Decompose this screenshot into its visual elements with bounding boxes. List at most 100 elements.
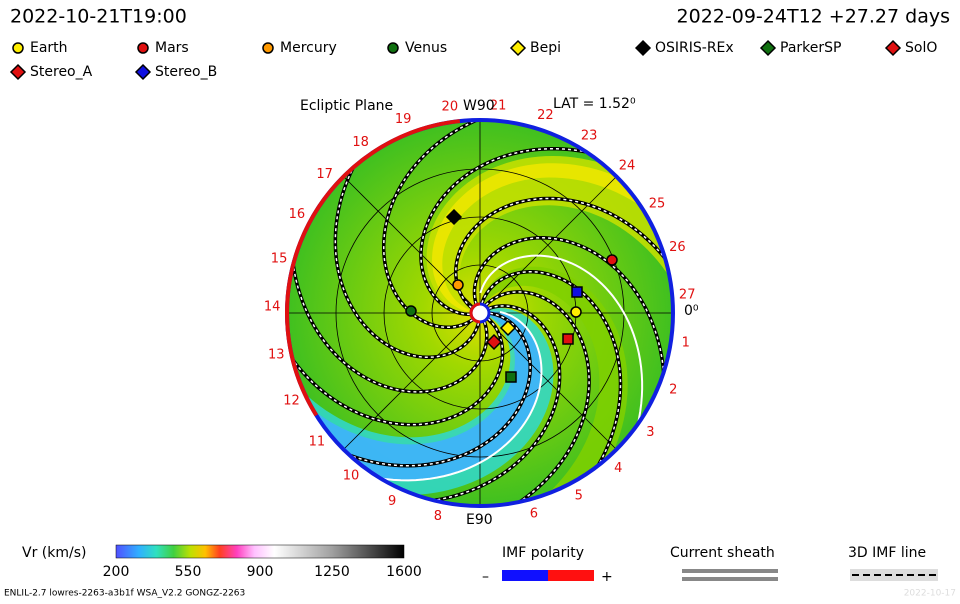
sim-time: 2022-10-21T19:00 <box>10 6 187 28</box>
imf-line-dash <box>334 121 582 358</box>
imf-line-dash <box>288 121 504 426</box>
bodies <box>405 208 618 383</box>
rim-label: 27 <box>679 287 696 302</box>
polarity-title: IMF polarity <box>502 545 584 561</box>
legend: Earth Mars Mercury Venus Bepi OSIRIS-REx Parke… <box>9 39 937 81</box>
footer-right: 2022-10-17 <box>904 589 956 599</box>
marker <box>387 42 399 54</box>
imf-title: 3D IMF line <box>848 545 926 561</box>
marker <box>405 305 417 317</box>
rim-label: 17 <box>316 167 333 182</box>
rim-label: 14 <box>264 299 281 314</box>
rim-label: 2 <box>669 382 677 397</box>
colorbar-ticks: 200 550 900 1250 1600 <box>103 564 422 580</box>
colorbar-title: Vr (km/s) <box>22 545 86 561</box>
rim-label: 15 <box>271 252 288 267</box>
rim-label: 5 <box>575 489 583 504</box>
latitude: LAT = 1.52⁰ <box>553 96 636 112</box>
marker <box>12 42 24 54</box>
rim-label: 11 <box>309 435 326 450</box>
rim-label: 19 <box>395 112 412 127</box>
marker <box>9 63 27 81</box>
rim-label: 18 <box>352 135 369 150</box>
rim-label: 20 <box>442 100 459 115</box>
w90: W90 <box>463 98 495 114</box>
current-sheath <box>288 303 543 482</box>
marker <box>137 42 149 54</box>
legend-label: Bepi <box>530 40 561 56</box>
imf-line-dash <box>420 147 672 342</box>
rim-label: 16 <box>289 207 306 222</box>
rim-label: 10 <box>343 469 360 484</box>
imf-sample-bg <box>850 569 938 581</box>
imf-line-dash <box>288 291 590 505</box>
imf-line-dash <box>363 271 622 505</box>
marker <box>262 42 274 54</box>
marker <box>505 371 517 383</box>
sheath-title: Current sheath <box>670 545 775 561</box>
marker <box>634 39 652 57</box>
marker <box>499 319 517 337</box>
rim-label: 24 <box>619 158 636 173</box>
legend-label: Stereo_B <box>155 64 217 80</box>
marker <box>509 39 527 57</box>
marker <box>485 333 503 351</box>
legend-label: ParkerSP <box>780 40 841 56</box>
polarity-neg <box>502 570 548 581</box>
rim-red <box>285 119 461 417</box>
rim-label: 21 <box>490 98 507 113</box>
rim-label: 13 <box>268 348 285 363</box>
rim-label: 6 <box>530 506 538 521</box>
colorbar-tick: 1600 <box>386 564 422 580</box>
marker <box>562 333 574 345</box>
legend-label: Mars <box>155 40 189 56</box>
rim-label: 26 <box>669 240 686 255</box>
marker <box>759 39 777 57</box>
rim-label: 1 <box>682 336 690 351</box>
legend-label: OSIRIS-REx <box>655 40 734 56</box>
imf-line-dash <box>288 241 531 467</box>
marker <box>134 63 152 81</box>
legend-label: SolO <box>905 40 937 56</box>
rim-label: 12 <box>283 393 300 408</box>
imf-line-dash <box>455 197 672 505</box>
run-info: 2022-09-24T12 +27.27 days <box>677 6 950 28</box>
marker <box>884 39 902 57</box>
marker <box>452 279 464 291</box>
rim-label: 23 <box>581 128 598 143</box>
current-sheath <box>450 254 644 505</box>
rim-label: 3 <box>646 425 654 440</box>
colorbar-tick: 550 <box>175 564 202 580</box>
legend-label: Earth <box>30 40 68 56</box>
marker <box>445 208 463 226</box>
legend-label: Venus <box>405 40 447 56</box>
colorbar <box>115 544 405 559</box>
legend-label: Mercury <box>280 40 337 56</box>
footer-left: ENLIL-2.7 lowres-2263-a3b1f WSA_V2.2 GON… <box>4 589 245 599</box>
plane-label: Ecliptic Plane <box>300 98 393 114</box>
marker <box>570 306 582 318</box>
e90: E90 <box>466 512 493 528</box>
imf-line-dash <box>382 121 672 329</box>
legend-label: Stereo_A <box>30 64 93 80</box>
rim-label: 25 <box>649 196 666 211</box>
colorbar-tick: 1250 <box>314 564 350 580</box>
sun-red <box>469 302 481 324</box>
polarity-plus: + <box>601 569 613 585</box>
sheath-line <box>682 577 778 581</box>
sheath-line <box>682 569 778 573</box>
rim-label: 22 <box>537 108 554 123</box>
rim-label: 8 <box>434 509 442 524</box>
colorbar-tick: 200 <box>103 564 130 580</box>
colorbar-tick: 900 <box>247 564 274 580</box>
rim-label: 9 <box>388 494 396 509</box>
polarity-minus: – <box>482 569 489 585</box>
polarity-pos <box>548 570 594 581</box>
marker <box>571 286 583 298</box>
marker <box>606 254 618 266</box>
rim-label: 4 <box>614 461 622 476</box>
zero-deg: 0⁰ <box>684 303 699 319</box>
